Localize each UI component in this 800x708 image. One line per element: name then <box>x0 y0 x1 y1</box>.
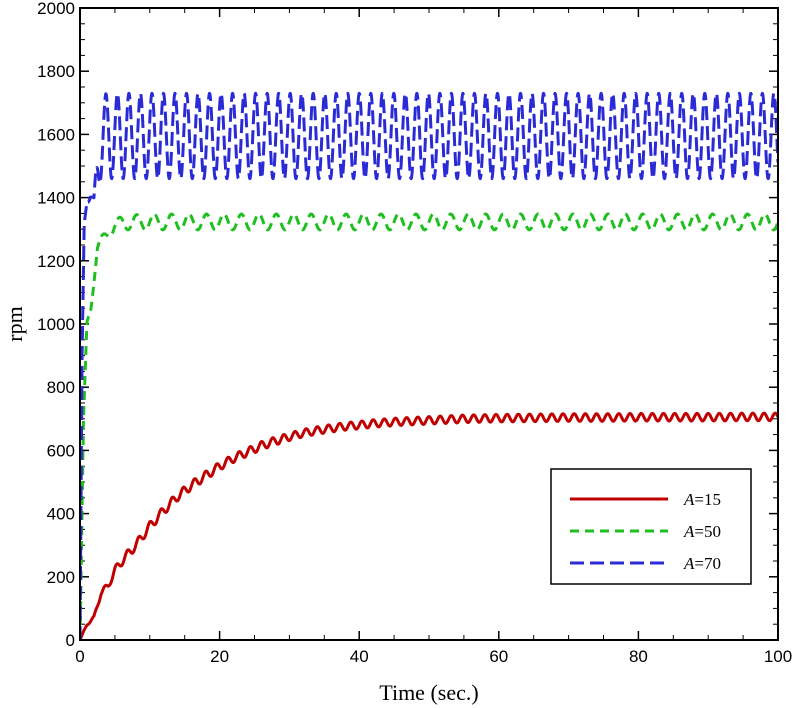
x-tick-label: 40 <box>350 647 369 666</box>
y-axis-tick-labels: 0 200 400 600 800 1000 1200 1400 1600 1800 2000 <box>37 0 75 650</box>
x-axis-title: Time (sec.) <box>379 680 478 705</box>
y-tick-label: 1200 <box>37 252 75 271</box>
y-tick-label: 1000 <box>37 315 75 334</box>
y-tick-label: 600 <box>47 441 75 460</box>
x-tick-label: 60 <box>489 647 508 666</box>
series-line-2 <box>80 212 778 640</box>
y-tick-label: 1400 <box>37 189 75 208</box>
x-tick-label: 20 <box>210 647 229 666</box>
x-axis-tick-labels: 0 20 40 60 80 100 <box>75 647 792 666</box>
legend-label-2: A=50 <box>683 522 721 541</box>
y-tick-label: 2000 <box>37 0 75 18</box>
plot-frame <box>79 7 779 641</box>
legend-box <box>550 468 752 585</box>
y-tick-label: 800 <box>47 378 75 397</box>
legend-variable: A <box>683 490 695 509</box>
series-layer <box>80 91 778 640</box>
y-tick-label: 400 <box>47 505 75 524</box>
y-tick-label: 1600 <box>37 125 75 144</box>
x-tick-label: 80 <box>629 647 648 666</box>
series-line-1 <box>80 411 778 640</box>
y-tick-label: 0 <box>66 631 75 650</box>
legend-value: =50 <box>694 522 721 541</box>
legend-variable: A <box>683 554 695 573</box>
legend: A=15A=50A=70 <box>550 468 752 585</box>
x-tick-label: 100 <box>764 647 792 666</box>
y-tick-label: 1800 <box>37 62 75 81</box>
legend-value: =15 <box>694 490 721 509</box>
y-tick-label: 200 <box>47 568 75 587</box>
y-axis-title: rpm <box>2 306 27 341</box>
series-line-3 <box>80 91 778 640</box>
legend-label-3: A=70 <box>683 554 721 573</box>
legend-value: =70 <box>694 554 721 573</box>
legend-variable: A <box>683 522 695 541</box>
legend-label-1: A=15 <box>683 490 721 509</box>
x-tick-label: 0 <box>75 647 84 666</box>
